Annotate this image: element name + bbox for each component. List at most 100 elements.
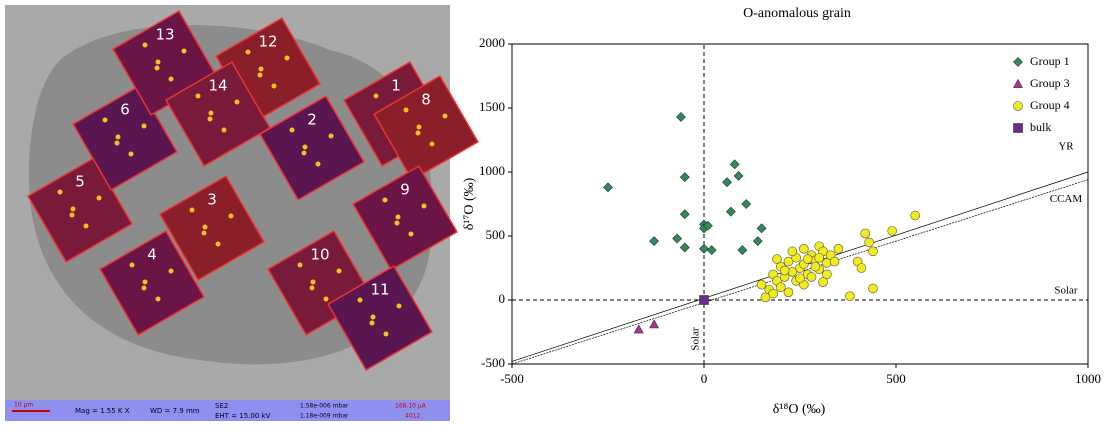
point: [649, 236, 660, 247]
tile-label: 2: [307, 111, 317, 129]
y-tick-label: 1000: [479, 163, 505, 178]
sem-spot: [408, 231, 414, 237]
sem-spot: [129, 262, 135, 268]
sem-spot: [115, 134, 121, 140]
info-text: 4012: [405, 413, 420, 420]
sem-spot: [201, 230, 207, 236]
sem-spot: [245, 49, 251, 55]
scale-label: 10 µm: [14, 402, 33, 409]
sem-spot: [207, 116, 213, 122]
reference-label: CCAM: [1050, 193, 1083, 205]
sem-spot: [142, 42, 148, 48]
sem-spot: [202, 224, 208, 230]
point: [910, 210, 921, 221]
x-tick-label: 0: [701, 371, 708, 386]
reference-label: Solar: [690, 327, 702, 351]
point: [822, 269, 832, 280]
info-text: EHT = 15.00 kV: [215, 412, 271, 420]
legend-bg: [1012, 53, 1013, 54]
point: [706, 245, 717, 256]
info-text: 1.18e-009 mbar: [300, 413, 349, 420]
sem-tile: [99, 230, 205, 336]
point: [1013, 57, 1023, 67]
legend-label: Group 1: [1030, 54, 1070, 68]
sem-spot: [258, 66, 264, 72]
sem-spot: [168, 76, 174, 82]
point: [779, 265, 790, 276]
point: [699, 295, 709, 305]
point: [814, 252, 825, 263]
point: [783, 256, 794, 267]
sem-spot: [297, 262, 303, 268]
point: [679, 172, 690, 183]
sem-spot: [154, 65, 160, 71]
tile-label: 12: [258, 33, 277, 51]
point: [756, 223, 767, 234]
info-text: SE2: [215, 402, 228, 410]
point: [864, 237, 874, 248]
sem-spot: [289, 127, 295, 133]
sem-tile: [165, 61, 271, 167]
point: [802, 254, 813, 264]
x-axis-label: δ¹⁸O (‰): [773, 402, 826, 417]
sem-tile: [159, 175, 265, 281]
point: [760, 292, 771, 303]
sem-spot: [57, 189, 63, 195]
sem-spot: [70, 206, 76, 212]
tile-label: 6: [120, 101, 130, 119]
point: [887, 226, 897, 236]
point: [603, 182, 613, 193]
point: [860, 228, 871, 239]
tile-label: 13: [155, 26, 174, 44]
y-tick-label: 2000: [479, 35, 505, 50]
point: [725, 206, 736, 217]
sem-spot: [208, 110, 214, 116]
sem-spot: [442, 113, 448, 119]
sem-spot: [234, 99, 240, 105]
point: [756, 279, 767, 290]
sem-tile: [327, 265, 433, 371]
point: [806, 272, 817, 282]
point: [733, 170, 744, 181]
sem-spot: [336, 268, 342, 274]
reference-label: YR: [1058, 141, 1074, 153]
point: [679, 209, 690, 220]
point: [729, 159, 740, 170]
info-text: Mag = 1.55 K X: [75, 407, 130, 415]
point: [772, 254, 782, 264]
sem-spot: [189, 207, 195, 213]
plot-frame: [511, 43, 1089, 365]
sem-spot: [315, 161, 321, 167]
tile-label: 3: [207, 191, 217, 209]
sem-spot: [416, 124, 422, 130]
sem-spot: [257, 72, 263, 78]
chart-title: O-anomalous grain: [743, 6, 851, 21]
sem-tile: [352, 165, 458, 271]
sem-spot: [215, 241, 221, 247]
sem-spot: [142, 279, 148, 285]
info-text: 1.58e-006 mbar: [300, 403, 349, 410]
sem-spot: [96, 195, 102, 201]
sem-spot: [373, 93, 379, 99]
point: [775, 282, 786, 293]
sem-spot: [415, 130, 421, 136]
tile-label: 1: [391, 77, 401, 95]
sem-info-bar: [5, 400, 450, 421]
point: [752, 236, 763, 247]
point: [1012, 78, 1024, 88]
legend-label: Group 3: [1030, 76, 1070, 90]
point: [818, 277, 828, 287]
tile-label: 4: [147, 246, 157, 264]
y-tick-label: 500: [486, 227, 506, 242]
legend-bg: [1012, 119, 1013, 120]
sem-spot: [155, 59, 161, 65]
x-tick-label: 1000: [1075, 371, 1101, 386]
point: [633, 324, 644, 334]
sem-spot: [394, 220, 400, 226]
x-tick-label: 500: [886, 371, 906, 386]
sem-spot: [228, 213, 234, 219]
info-text: 168.10 µA: [395, 403, 427, 410]
tile-label: 10: [310, 246, 329, 264]
legend-label: bulk: [1030, 120, 1051, 134]
